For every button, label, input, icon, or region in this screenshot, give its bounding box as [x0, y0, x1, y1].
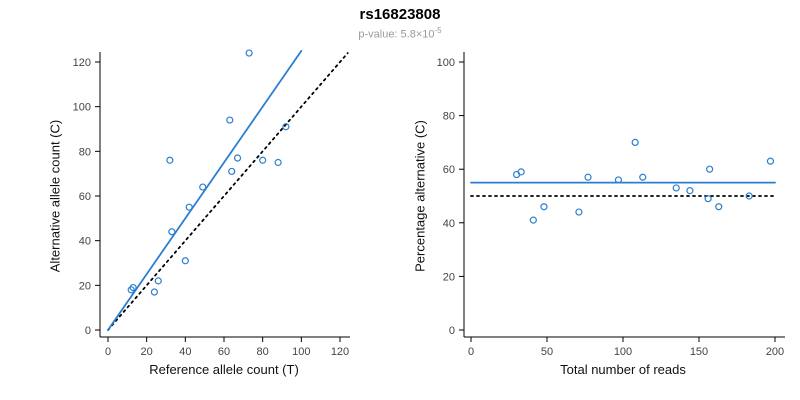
data-point	[127, 286, 135, 294]
right-y-axis-label: Percentage alternative (C)	[412, 120, 428, 272]
data-point	[517, 168, 525, 176]
identity-line	[107, 52, 349, 331]
data-point	[686, 187, 694, 195]
data-point	[129, 283, 137, 292]
y-tick-label: 100	[73, 102, 91, 114]
data-point	[672, 184, 680, 192]
y-tick-label: 80	[79, 146, 91, 158]
data-point	[168, 228, 176, 236]
y-tick-label: 60	[79, 191, 91, 203]
scatter-allele-counts: 0 20 40 60 80 100 120 0 20 40 60 80 100 120	[73, 49, 350, 358]
data-point	[575, 208, 583, 216]
data-point	[584, 173, 592, 181]
data-point	[259, 156, 267, 164]
data-point	[228, 167, 236, 176]
y-tick-label: 0	[85, 325, 91, 337]
right-x-axis-label: Total number of reads	[560, 362, 686, 377]
x-tick-label: 0	[468, 346, 474, 358]
y-tick-label: 80	[443, 111, 455, 123]
left-y-axis-label: Alternative allele count (C)	[47, 119, 63, 273]
x-tick-label: 60	[218, 346, 230, 358]
scatter-percentage-reads: 0 50 100 150 200 0 20 40 60 80 100	[437, 52, 785, 358]
data-point	[166, 156, 174, 164]
y-tick-label: 60	[443, 164, 455, 176]
data-point	[233, 154, 242, 162]
y-tick-label: 20	[79, 280, 91, 292]
y-tick-label: 40	[79, 236, 91, 248]
x-tick-label: 120	[331, 346, 349, 358]
data-point	[245, 49, 253, 57]
left-x-axis-label: Reference allele count (T)	[149, 362, 299, 377]
y-tick-label: 0	[449, 325, 455, 337]
data-point	[706, 165, 714, 173]
x-tick-label: 150	[690, 346, 708, 358]
y-tick-label: 20	[443, 271, 455, 283]
data-point	[766, 157, 775, 165]
x-tick-label: 80	[257, 346, 269, 358]
data-point	[529, 216, 537, 224]
fitted-line	[107, 49, 303, 331]
y-tick-label: 100	[437, 57, 455, 69]
y-tick-label: 120	[73, 57, 91, 69]
data-point	[226, 116, 234, 124]
data-point	[639, 173, 647, 181]
data-point	[540, 203, 548, 211]
data-point	[614, 176, 623, 184]
data-point	[631, 138, 639, 146]
x-tick-label: 50	[541, 346, 553, 358]
x-tick-label: 200	[766, 346, 784, 358]
x-tick-label: 20	[141, 346, 153, 358]
data-point	[154, 277, 162, 285]
x-tick-label: 100	[614, 346, 632, 358]
data-point	[274, 158, 282, 167]
data-point	[704, 195, 712, 203]
data-point	[282, 123, 290, 131]
data-point	[715, 203, 723, 211]
data-point	[181, 257, 189, 265]
data-point	[199, 183, 207, 191]
x-tick-label: 40	[179, 346, 191, 358]
x-tick-label: 100	[292, 346, 310, 358]
data-point	[150, 288, 158, 296]
data-point	[745, 192, 753, 200]
y-tick-label: 40	[443, 218, 455, 230]
data-point	[185, 203, 193, 211]
x-tick-label: 0	[105, 346, 111, 358]
